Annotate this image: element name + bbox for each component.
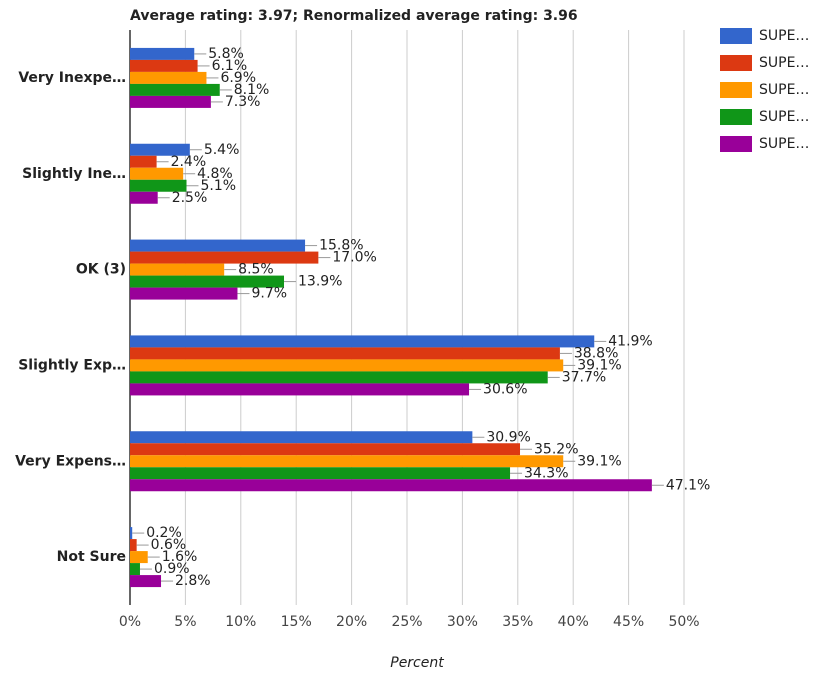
bar bbox=[130, 47, 195, 60]
bar bbox=[130, 59, 198, 72]
bar bbox=[130, 383, 470, 396]
bar bbox=[130, 371, 548, 384]
bar bbox=[130, 539, 137, 552]
y-tick-label: Slightly Exp… bbox=[18, 357, 126, 373]
data-label: 0.9% bbox=[154, 561, 190, 577]
data-label: 47.1% bbox=[666, 477, 710, 493]
bar bbox=[130, 551, 148, 564]
data-label: 6.9% bbox=[220, 70, 256, 86]
bar bbox=[130, 575, 162, 588]
bar bbox=[130, 263, 225, 276]
data-label: 5.4% bbox=[204, 142, 240, 158]
bar bbox=[130, 443, 521, 456]
bar bbox=[130, 179, 187, 192]
x-axis-title: Percent bbox=[390, 655, 444, 671]
bar bbox=[130, 527, 133, 540]
legend-label: SUPE… bbox=[759, 109, 809, 125]
x-tick-label: 25% bbox=[391, 614, 422, 630]
chart-title: Average rating: 3.97; Renormalized avera… bbox=[130, 8, 578, 24]
bar bbox=[130, 83, 220, 96]
data-label: 39.1% bbox=[577, 357, 621, 373]
legend-swatch bbox=[720, 82, 752, 98]
legend-swatch bbox=[720, 109, 752, 125]
bar bbox=[130, 71, 207, 84]
x-tick-label: 45% bbox=[613, 614, 644, 630]
data-label: 2.8% bbox=[175, 573, 211, 589]
y-tick-label: OK (3) bbox=[76, 262, 126, 278]
bar bbox=[130, 143, 190, 156]
data-label: 35.2% bbox=[534, 441, 578, 457]
x-tick-label: 20% bbox=[336, 614, 367, 630]
bar bbox=[130, 359, 564, 372]
y-tick-label: Not Sure bbox=[57, 549, 126, 565]
bar bbox=[130, 335, 595, 348]
x-tick-label: 50% bbox=[668, 614, 699, 630]
data-label: 8.5% bbox=[238, 262, 274, 278]
bar bbox=[130, 251, 319, 264]
bar bbox=[130, 431, 473, 444]
x-tick-label: 35% bbox=[502, 614, 533, 630]
x-tick-label: 10% bbox=[225, 614, 256, 630]
bar bbox=[130, 347, 560, 360]
data-label: 0.2% bbox=[146, 525, 182, 541]
bar bbox=[130, 95, 211, 108]
x-tick-label: 30% bbox=[447, 614, 478, 630]
data-label: 5.8% bbox=[208, 46, 244, 62]
bar bbox=[130, 455, 564, 468]
data-label: 4.8% bbox=[197, 166, 233, 182]
x-tick-label: 15% bbox=[281, 614, 312, 630]
legend-label: SUPE… bbox=[759, 136, 809, 152]
bar bbox=[130, 191, 158, 204]
x-tick-label: 5% bbox=[174, 614, 196, 630]
data-label: 34.3% bbox=[524, 465, 568, 481]
bar bbox=[130, 239, 306, 252]
data-label: 41.9% bbox=[608, 333, 652, 349]
bar bbox=[130, 479, 652, 492]
data-label: 37.7% bbox=[562, 369, 606, 385]
data-label: 15.8% bbox=[319, 238, 363, 254]
data-label: 2.5% bbox=[172, 190, 208, 206]
x-tick-label: 0% bbox=[119, 614, 141, 630]
data-label: 30.6% bbox=[483, 381, 527, 397]
legend-swatch bbox=[720, 136, 752, 152]
y-tick-label: Slightly Ine… bbox=[22, 166, 126, 182]
bar bbox=[130, 467, 511, 480]
data-label: 17.0% bbox=[332, 250, 376, 266]
data-label: 9.7% bbox=[251, 286, 287, 302]
legend-label: SUPE… bbox=[759, 55, 809, 71]
data-label: 7.3% bbox=[225, 94, 261, 110]
data-label: 8.1% bbox=[234, 82, 270, 98]
bar bbox=[130, 287, 238, 300]
data-label: 2.4% bbox=[171, 154, 207, 170]
y-tick-label: Very Inexpe… bbox=[18, 70, 126, 86]
data-label: 30.9% bbox=[486, 429, 530, 445]
x-tick-label: 40% bbox=[558, 614, 589, 630]
bar bbox=[130, 563, 140, 576]
legend-swatch bbox=[720, 55, 752, 71]
legend-label: SUPE… bbox=[759, 82, 809, 98]
bar bbox=[130, 155, 157, 168]
data-label: 38.8% bbox=[574, 345, 618, 361]
data-label: 5.1% bbox=[201, 178, 237, 194]
data-label: 39.1% bbox=[577, 453, 621, 469]
y-tick-label: Very Expens… bbox=[15, 453, 126, 469]
legend-label: SUPE… bbox=[759, 28, 809, 44]
bar bbox=[130, 167, 184, 180]
data-label: 0.6% bbox=[151, 537, 187, 553]
legend-swatch bbox=[720, 28, 752, 44]
data-label: 6.1% bbox=[212, 58, 248, 74]
data-label: 1.6% bbox=[162, 549, 198, 565]
bar bbox=[130, 275, 285, 288]
data-label: 13.9% bbox=[298, 274, 342, 290]
